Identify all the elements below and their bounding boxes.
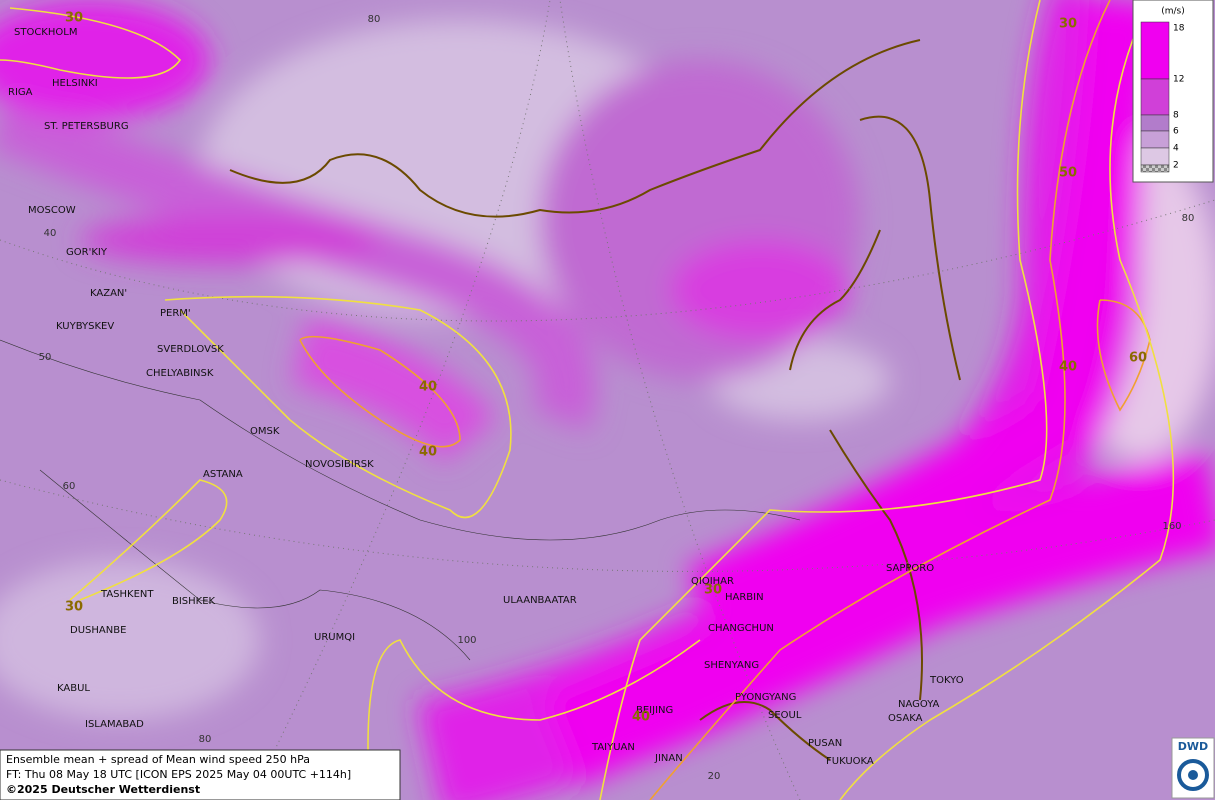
city-label: KABUL bbox=[57, 683, 90, 694]
graticule-label: 80 bbox=[368, 14, 381, 25]
footer-line: Ensemble mean + spread of Mean wind spee… bbox=[6, 753, 310, 766]
city-label: TASHKENT bbox=[100, 589, 154, 600]
legend-level: 2 bbox=[1173, 161, 1179, 171]
legend-level: 18 bbox=[1173, 24, 1185, 34]
graticule-label: 80 bbox=[1182, 213, 1195, 224]
borders bbox=[0, 339, 801, 661]
contours bbox=[0, 0, 1175, 801]
contour-label: 40 bbox=[632, 710, 650, 725]
contour-label: 40 bbox=[1059, 360, 1077, 375]
city-label: NAGOYA bbox=[898, 699, 940, 710]
city-label: PUSAN bbox=[808, 738, 842, 749]
legend: (m/s) 18 12 8 6 4 2 bbox=[1132, 0, 1214, 183]
city-label: JINAN bbox=[654, 753, 683, 764]
city-label: ASTANA bbox=[203, 469, 243, 480]
city-label: ISLAMABAD bbox=[85, 719, 144, 730]
legend-level: 4 bbox=[1173, 144, 1179, 154]
legend-unit: (m/s) bbox=[1161, 7, 1185, 17]
city-label: RIGA bbox=[8, 87, 33, 98]
city-label: SAPPORO bbox=[886, 563, 934, 574]
city-label: NOVOSIBIRSK bbox=[305, 459, 374, 470]
city-label: STOCKHOLM bbox=[14, 27, 77, 38]
graticule-label: 100 bbox=[457, 635, 476, 646]
legend-band bbox=[1140, 147, 1170, 166]
city-label: KUYBYSKEV bbox=[56, 321, 114, 332]
city-label: OSAKA bbox=[888, 713, 923, 724]
city-label: SEOUL bbox=[768, 710, 802, 721]
city-label: FUKUOKA bbox=[826, 756, 874, 767]
city-label: OMSK bbox=[250, 426, 280, 437]
contour-label: 30 bbox=[65, 600, 83, 615]
city-label: TOKYO bbox=[929, 675, 964, 686]
city-label: SHENYANG bbox=[704, 660, 759, 671]
contour-label: 30 bbox=[704, 583, 722, 598]
footer-line: FT: Thu 08 May 18 UTC [ICON EPS 2025 May… bbox=[6, 768, 351, 781]
legend-level: 8 bbox=[1173, 111, 1179, 121]
graticule-label: 20 bbox=[708, 771, 721, 782]
city-label: HELSINKI bbox=[52, 78, 98, 89]
city-label: TAIYUAN bbox=[591, 742, 635, 753]
city-label: SVERDLOVSK bbox=[157, 344, 224, 355]
footer-line: ©2025 Deutscher Wetterdienst bbox=[6, 783, 200, 796]
contour-label: 40 bbox=[419, 445, 437, 460]
legend-band bbox=[1140, 114, 1170, 132]
graticule-label: 50 bbox=[39, 352, 52, 363]
contour-label: 30 bbox=[65, 11, 83, 26]
city-label: HARBIN bbox=[725, 592, 764, 603]
city-label: BISHKEK bbox=[172, 596, 216, 607]
city-label: KAZAN' bbox=[90, 288, 127, 299]
contour-label: 30 bbox=[1059, 17, 1077, 32]
labels: STOCKHOLM HELSINKI RIGA ST. PETERSBURG MOSCO… bbox=[8, 11, 1194, 783]
city-label: BEIJING bbox=[636, 705, 673, 716]
city-label: DUSHANBE bbox=[70, 625, 126, 636]
city-label: ST. PETERSBURG bbox=[44, 121, 129, 132]
legend-level: 12 bbox=[1173, 75, 1184, 85]
city-label: URUMQI bbox=[314, 632, 355, 643]
footer-box bbox=[0, 749, 401, 801]
contour-label: 50 bbox=[1059, 166, 1077, 181]
city-label: ULAANBAATAR bbox=[503, 595, 577, 606]
city-label: PYONGYANG bbox=[735, 692, 796, 703]
legend-band bbox=[1140, 78, 1170, 116]
legend-band bbox=[1140, 130, 1170, 149]
city-label: QIQIHAR bbox=[691, 576, 734, 587]
logo-swirl bbox=[1177, 759, 1209, 791]
legend-band bbox=[1140, 164, 1170, 173]
graticule-label: 80 bbox=[199, 734, 212, 745]
graticule-label: 160 bbox=[1162, 521, 1181, 532]
city-label: CHANGCHUN bbox=[708, 623, 774, 634]
city-label: MOSCOW bbox=[28, 205, 76, 216]
logo: DWD bbox=[1178, 740, 1208, 753]
city-label: CHELYABINSK bbox=[146, 368, 214, 379]
graticule-label: 60 bbox=[63, 481, 76, 492]
contour-label: 40 bbox=[419, 380, 437, 395]
city-label: PERM' bbox=[160, 308, 191, 319]
coastlines bbox=[229, 39, 961, 761]
city-label: GOR'KIY bbox=[66, 247, 108, 258]
legend-band bbox=[1140, 21, 1170, 80]
legend-level: 6 bbox=[1173, 127, 1179, 137]
contour-label: 60 bbox=[1129, 351, 1147, 366]
logo-swirl bbox=[1188, 770, 1198, 780]
graticule-label: 40 bbox=[44, 228, 57, 239]
